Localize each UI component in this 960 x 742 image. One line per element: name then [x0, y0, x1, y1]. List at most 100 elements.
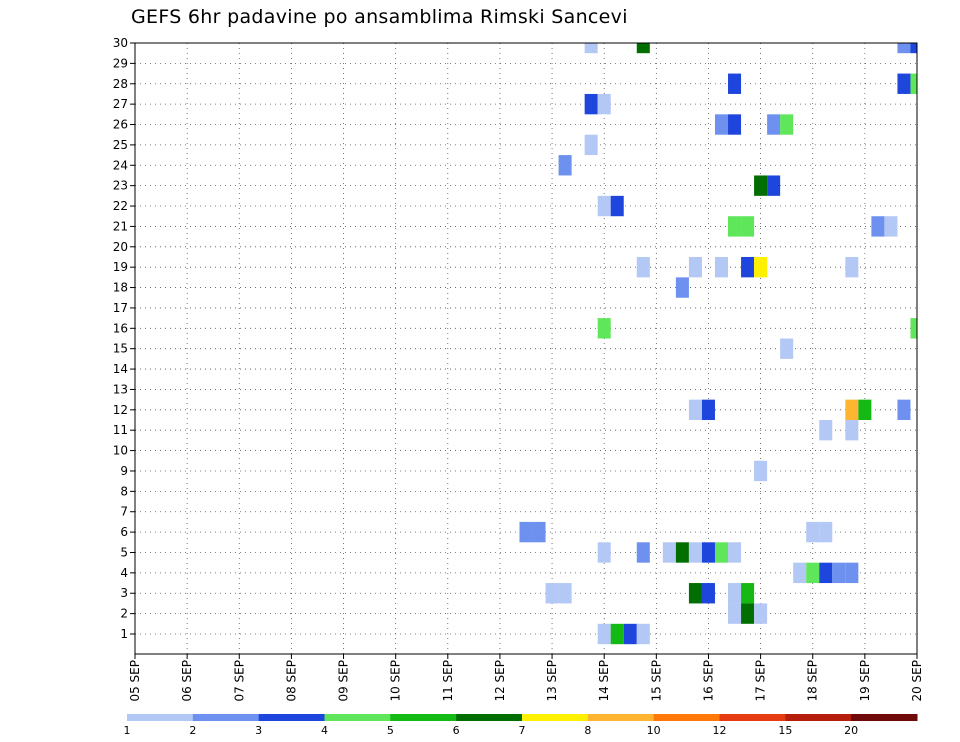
heatmap-cell — [767, 114, 781, 135]
y-tick-label: 9 — [120, 464, 128, 478]
y-tick-label: 30 — [113, 36, 128, 50]
heatmap-cell — [688, 256, 702, 278]
x-tick-label: 15 SEP — [649, 660, 663, 702]
y-tick-label: 20 — [113, 240, 128, 254]
x-tick-label: 20 SEP — [910, 660, 924, 702]
scale-swatch — [785, 714, 852, 721]
y-tick-label: 18 — [113, 281, 128, 295]
scale-swatch — [522, 714, 589, 721]
scale-label: 20 — [844, 724, 858, 737]
x-tick-label: 19 SEP — [858, 660, 872, 702]
scale-label: 3 — [255, 724, 262, 737]
heatmap-cell — [754, 175, 768, 196]
heatmap-cell — [714, 256, 729, 278]
heatmap-cell — [584, 134, 598, 156]
heatmap-cell — [662, 542, 676, 563]
heatmap-cell — [610, 195, 624, 217]
y-tick-label: 24 — [113, 158, 128, 172]
heatmap-cell — [610, 623, 624, 645]
heatmap-cell — [597, 623, 611, 645]
heatmap-cell — [688, 542, 702, 563]
heatmap-cell — [845, 562, 859, 584]
heatmap-cell — [728, 603, 742, 624]
heatmap-cell — [714, 114, 729, 135]
chart-title: GEFS 6hr padavine po ansamblima Rimski S… — [131, 6, 628, 28]
heatmap-cell — [819, 521, 833, 543]
heatmap-cell — [636, 43, 650, 54]
heatmap-cell — [558, 583, 572, 604]
y-tick-label: 26 — [113, 118, 128, 132]
heatmap-cell — [688, 583, 702, 604]
heatmap-cell — [636, 542, 650, 563]
heatmap-cell — [767, 175, 781, 196]
scale-label: 5 — [387, 724, 394, 737]
heatmap-cell — [806, 521, 820, 543]
heatmap-cell — [728, 583, 742, 604]
scale-label: 2 — [189, 724, 196, 737]
y-tick-label: 22 — [113, 199, 128, 213]
heatmap-cell — [728, 216, 742, 237]
heatmap-cell — [910, 43, 917, 54]
heatmap-cell — [701, 542, 715, 563]
heatmap-cell — [845, 420, 859, 441]
heatmap-cell — [584, 93, 598, 115]
scale-swatch — [192, 714, 260, 721]
y-tick-label: 3 — [120, 586, 128, 600]
scale-swatch — [390, 714, 457, 721]
x-tick-label: 11 SEP — [441, 660, 455, 702]
x-tick-label: 05 SEP — [128, 660, 142, 702]
y-tick-label: 19 — [113, 260, 128, 274]
heatmap-cell — [741, 603, 755, 624]
y-tick-label: 13 — [113, 382, 128, 396]
scale-swatch — [587, 714, 655, 721]
heatmap-cell — [701, 399, 715, 421]
heatmap-cell — [597, 542, 611, 563]
grid-lines — [135, 42, 917, 654]
x-tick-label: 17 SEP — [754, 660, 768, 702]
x-tick-label: 07 SEP — [232, 660, 246, 702]
heatmap-cell — [910, 318, 917, 339]
y-tick-label: 16 — [113, 321, 128, 335]
heatmap-cell — [597, 318, 611, 339]
heatmap-cell — [741, 583, 755, 604]
heatmap-cell — [806, 562, 820, 584]
heatmap-cell — [519, 521, 533, 543]
heatmap-cell — [897, 73, 911, 94]
y-tick-label: 27 — [113, 97, 128, 111]
y-tick-label: 14 — [113, 362, 128, 376]
x-tick-label: 09 SEP — [337, 660, 351, 702]
heatmap-cell — [845, 256, 859, 278]
x-tick-label: 16 SEP — [701, 660, 715, 702]
heatmap-cell — [688, 399, 702, 421]
heatmap-cell — [701, 583, 715, 604]
scale-swatch — [127, 714, 194, 721]
y-tick-label: 17 — [113, 301, 128, 315]
scale-swatch — [324, 714, 391, 721]
heatmap-cell — [832, 562, 846, 584]
scale-label: 10 — [647, 724, 661, 737]
heatmap-cell — [636, 623, 650, 645]
heatmap-cell — [741, 216, 755, 237]
heatmap-cell — [532, 521, 546, 543]
heatmap-cell — [728, 73, 742, 94]
heatmap-cell — [636, 256, 650, 278]
y-tick-label: 21 — [113, 219, 128, 233]
data-cells — [519, 43, 917, 645]
heatmap-cell — [584, 43, 598, 54]
scale-label: 4 — [321, 724, 328, 737]
y-tick-label: 15 — [113, 342, 128, 356]
heatmap-cell — [728, 114, 742, 135]
y-tick-label: 11 — [113, 423, 128, 437]
x-tick-label: 13 SEP — [545, 660, 559, 702]
heatmap-cell — [897, 399, 911, 421]
scale-label: 7 — [519, 724, 526, 737]
y-tick-label: 25 — [113, 138, 128, 152]
heatmap-cell — [884, 216, 898, 237]
heatmap-cell — [558, 155, 572, 176]
scale-label: 6 — [453, 724, 460, 737]
scale-swatch — [653, 714, 720, 721]
heatmap-cell — [793, 562, 807, 584]
heatmap-cell — [910, 73, 917, 94]
scale-swatch — [258, 714, 325, 721]
